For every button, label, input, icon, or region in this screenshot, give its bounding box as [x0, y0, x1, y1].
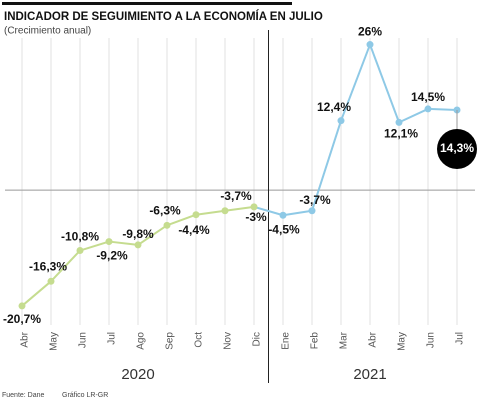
line-segment	[79, 240, 110, 252]
value-label: -3,7%	[299, 193, 331, 207]
point	[395, 118, 403, 126]
x-tick-label: Sep	[165, 332, 176, 350]
credit: Gráfico LR-GR	[62, 392, 108, 399]
line-segment	[108, 240, 139, 246]
year-label: 2020	[121, 366, 154, 383]
x-tick-label: May	[49, 332, 60, 351]
point	[76, 247, 84, 255]
line-segment	[166, 213, 197, 227]
value-label: 14,3%	[440, 141, 474, 155]
value-label: 12,1%	[384, 127, 418, 141]
point	[250, 203, 258, 211]
line-segment	[282, 209, 313, 217]
value-label: -9,2%	[96, 249, 128, 263]
point	[424, 105, 432, 113]
x-tick-label: Abr	[20, 331, 31, 347]
value-label: 26%	[358, 25, 382, 39]
source: Fuente: Dane	[2, 392, 45, 399]
line-segment	[50, 249, 81, 282]
title-bar	[2, 2, 292, 5]
line-segment	[195, 209, 226, 216]
x-tick-label: Jul	[455, 332, 466, 345]
value-label: -3,7%	[220, 189, 252, 203]
point	[192, 211, 200, 219]
line-segment	[137, 224, 168, 246]
value-label: -16,3%	[29, 259, 67, 273]
value-label: -9,8%	[122, 227, 154, 241]
highlight	[437, 129, 477, 170]
value-label: -6,3%	[149, 204, 181, 218]
point	[366, 41, 374, 49]
point	[47, 277, 55, 285]
line-segment	[21, 280, 52, 307]
x-tick-label: Oct	[194, 332, 205, 348]
point	[337, 117, 345, 125]
x-tick-label: Jun	[426, 332, 437, 348]
line-segment	[340, 44, 371, 122]
point	[163, 221, 171, 229]
x-tick-label: May	[397, 332, 408, 351]
x-tick-label: Jul	[107, 332, 118, 345]
chart-subtitle: (Crecimiento anual)	[4, 26, 91, 37]
x-tick-label: Nov	[223, 332, 234, 350]
value-label: 12,4%	[317, 100, 351, 114]
x-tick-label: Jun	[78, 332, 89, 348]
x-tick-label: Ago	[136, 332, 147, 350]
value-label: -4,4%	[178, 223, 210, 237]
point	[105, 238, 113, 246]
point	[279, 211, 287, 219]
year-label: 2021	[353, 366, 386, 383]
value-label: -10,8%	[61, 230, 99, 244]
line-segment	[224, 205, 255, 212]
x-tick-label: Mar	[339, 331, 350, 349]
x-tick-label: Ene	[281, 332, 292, 350]
value-label: 14,5%	[411, 90, 445, 104]
point	[134, 241, 142, 249]
x-tick-label: Feb	[310, 332, 321, 350]
value-label: -20,7%	[3, 312, 41, 326]
line-segment	[369, 44, 400, 123]
line-segment	[398, 108, 429, 124]
chart-title: INDICADOR DE SEGUIMIENTO A LA ECONOMÍA E…	[4, 10, 323, 23]
value-label: -3%	[245, 210, 267, 224]
point	[18, 302, 26, 310]
line-segment	[311, 120, 342, 212]
x-tick-label: Dic	[252, 332, 263, 346]
point	[221, 207, 229, 215]
x-tick-label: Abr	[368, 331, 379, 347]
line-segment	[427, 107, 458, 112]
point	[308, 207, 316, 215]
value-label: -4,5%	[268, 222, 300, 236]
line-segment	[253, 205, 284, 217]
